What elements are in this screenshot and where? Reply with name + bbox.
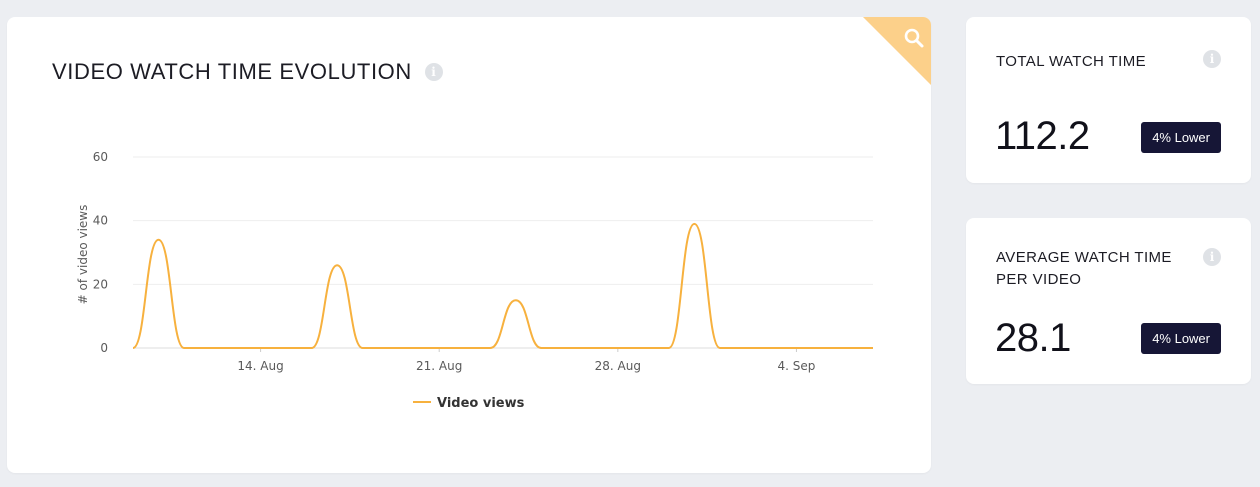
stat-title: TOTAL WATCH TIME — [996, 53, 1147, 70]
comparison-badge: 4% Lower — [1141, 122, 1221, 153]
y-tick-label: 60 — [93, 150, 108, 164]
watch-time-chart-card: VIDEO WATCH TIME EVOLUTION i 0 20 40 60 14. … — [7, 17, 931, 473]
stat-value: 28.1 — [995, 316, 1071, 360]
x-tick-label: 28. Aug — [595, 359, 641, 373]
legend-label: Video views — [437, 396, 525, 411]
stat-title: AVERAGE WATCH TIME PER VIDEO — [996, 249, 1172, 288]
line-chart: 0 20 40 60 14. Aug 21. Aug 28. Aug 4. Sep # of v… — [76, 150, 874, 411]
search-icon[interactable] — [903, 27, 925, 49]
comparison-badge: 4% Lower — [1141, 323, 1221, 354]
series-line-video-views — [132, 222, 873, 349]
x-tick-label: 21. Aug — [416, 359, 462, 373]
stat-value: 112.2 — [995, 114, 1090, 158]
x-tick-label: 4. Sep — [778, 359, 816, 373]
info-icon[interactable]: i — [424, 63, 443, 81]
info-icon[interactable]: i — [1203, 50, 1221, 68]
total-watch-time-card: TOTAL WATCH TIME i 112.2 4% Lower — [966, 17, 1251, 183]
x-tick-label: 14. Aug — [237, 359, 283, 373]
info-icon[interactable]: i — [1203, 248, 1221, 266]
chart-title-text: VIDEO WATCH TIME EVOLUTION — [52, 59, 412, 84]
chart-title: VIDEO WATCH TIME EVOLUTION i — [52, 59, 443, 85]
y-tick-label: 40 — [93, 214, 108, 228]
average-watch-time-card: AVERAGE WATCH TIME PER VIDEO i 28.1 4% L… — [966, 218, 1251, 384]
y-tick-label: 20 — [93, 277, 108, 291]
y-axis-title: # of video views — [76, 205, 90, 305]
y-tick-label: 0 — [100, 341, 108, 355]
